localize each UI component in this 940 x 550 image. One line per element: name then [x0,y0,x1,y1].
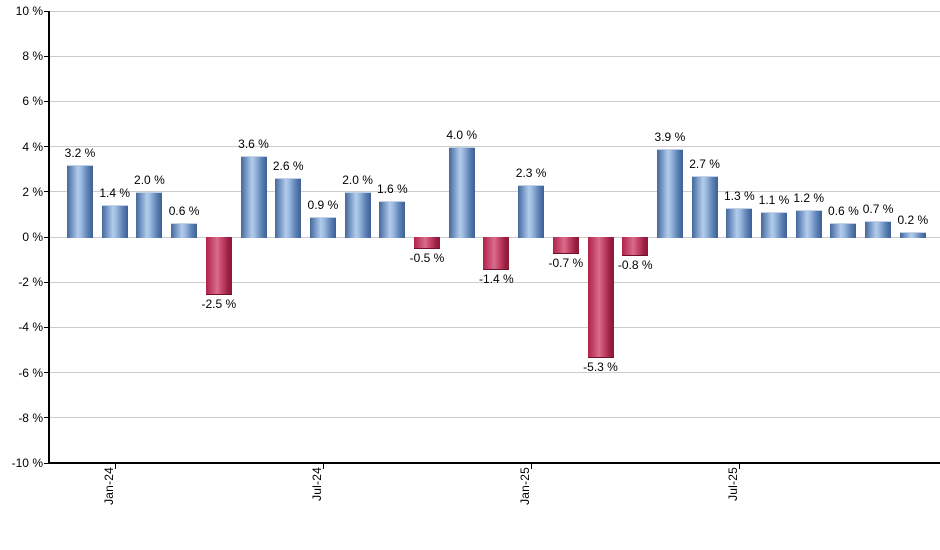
bar [899,232,926,238]
bar-value-label: -5.3 % [583,359,618,374]
bar [414,237,440,250]
bar-value-label: 0.9 % [307,197,339,212]
gridline [50,146,940,148]
bar-value-label: -2.5 % [201,296,237,311]
x-axis-tick [739,464,741,469]
bar [691,175,718,238]
y-axis-tick [44,146,49,148]
y-axis-tick-label: -8 % [18,410,43,425]
bar [795,209,822,238]
bar [448,146,475,238]
bar [518,185,545,238]
y-axis-tick [44,462,49,464]
y-axis-tick-label: -4 % [18,320,43,335]
bar [761,212,787,238]
bar-value-label: 1.3 % [723,188,755,203]
y-axis-tick [44,236,49,238]
x-axis-line [48,462,940,464]
bar [865,221,892,238]
bar [483,237,510,270]
bar [622,237,649,257]
bar [136,191,163,238]
bar-value-label: 2.7 % [689,156,720,171]
bar-value-label: 0.2 % [897,213,929,228]
x-axis-tick-label: Jul-25 [726,467,741,501]
bar-value-label: 0.6 % [168,204,200,219]
gridline [50,417,940,419]
y-axis-tick-label: -6 % [18,365,43,380]
gridline [50,191,940,193]
y-axis-tick [44,55,49,57]
bar-value-label: -0.8 % [617,258,653,273]
x-axis-tick [531,464,533,469]
bar-value-label: 3.2 % [64,145,96,160]
x-axis-tick [322,464,324,469]
y-axis-line [48,11,50,463]
x-axis-tick-label: Jan-24 [101,467,116,505]
y-axis-tick-label: -10 % [11,456,43,470]
bar [587,237,614,358]
bar-value-label: 0.6 % [828,204,859,219]
bar [656,148,683,238]
bar [101,205,128,238]
bar [309,216,336,238]
bar-value-label: 2.0 % [134,172,165,187]
y-axis-tick [44,191,49,193]
bar-value-label: 2.3 % [515,166,547,181]
bar-value-label: 2.0 % [342,172,373,187]
gridline [50,372,940,374]
bar [67,164,93,238]
bar-value-label: 3.9 % [654,129,686,144]
bar-value-label: 1.1 % [758,193,790,208]
gridline [50,10,940,12]
x-axis-tick [114,464,116,469]
bar [726,207,753,238]
y-axis-tick [44,100,49,102]
bar [830,223,857,238]
bar-value-label: 1.6 % [376,181,408,196]
bar [379,200,406,238]
x-axis-tick-label: Jul-24 [309,467,324,501]
gridline [50,55,940,57]
y-axis-tick-label: 10 % [15,4,43,18]
bar-value-label: 0.7 % [862,202,894,217]
y-axis-tick-label: 6 % [22,94,43,109]
bar [275,178,302,238]
y-axis-tick [44,10,49,12]
y-axis-tick-label: 2 % [22,184,43,199]
bar [240,155,267,238]
bar-value-label: -1.4 % [479,271,514,286]
bar-value-label: -0.7 % [548,255,584,270]
bar [344,191,371,238]
bar-value-label: 4.0 % [446,127,478,142]
y-axis-tick-label: 0 % [22,230,43,244]
x-axis-tick-label: Jan-25 [518,467,533,505]
y-axis-tick-label: -2 % [18,275,43,290]
y-axis-tick [44,417,49,419]
y-axis-tick-label: 4 % [22,139,43,154]
bar [552,237,579,254]
bar-value-label: -0.5 % [409,251,445,266]
bar [205,237,232,295]
bar-value-label: 2.6 % [272,159,304,174]
y-axis-tick [44,281,49,283]
y-axis-tick [44,326,49,328]
bar-value-label: 1.4 % [99,186,131,201]
gridline [50,281,940,283]
bar [171,223,198,238]
gridline [50,100,940,102]
gridline [50,326,940,328]
y-axis-tick-label: 8 % [22,49,43,64]
bar-value-label: 3.6 % [238,136,269,151]
bar-value-label: 1.2 % [793,190,825,205]
y-axis-tick [44,372,49,374]
